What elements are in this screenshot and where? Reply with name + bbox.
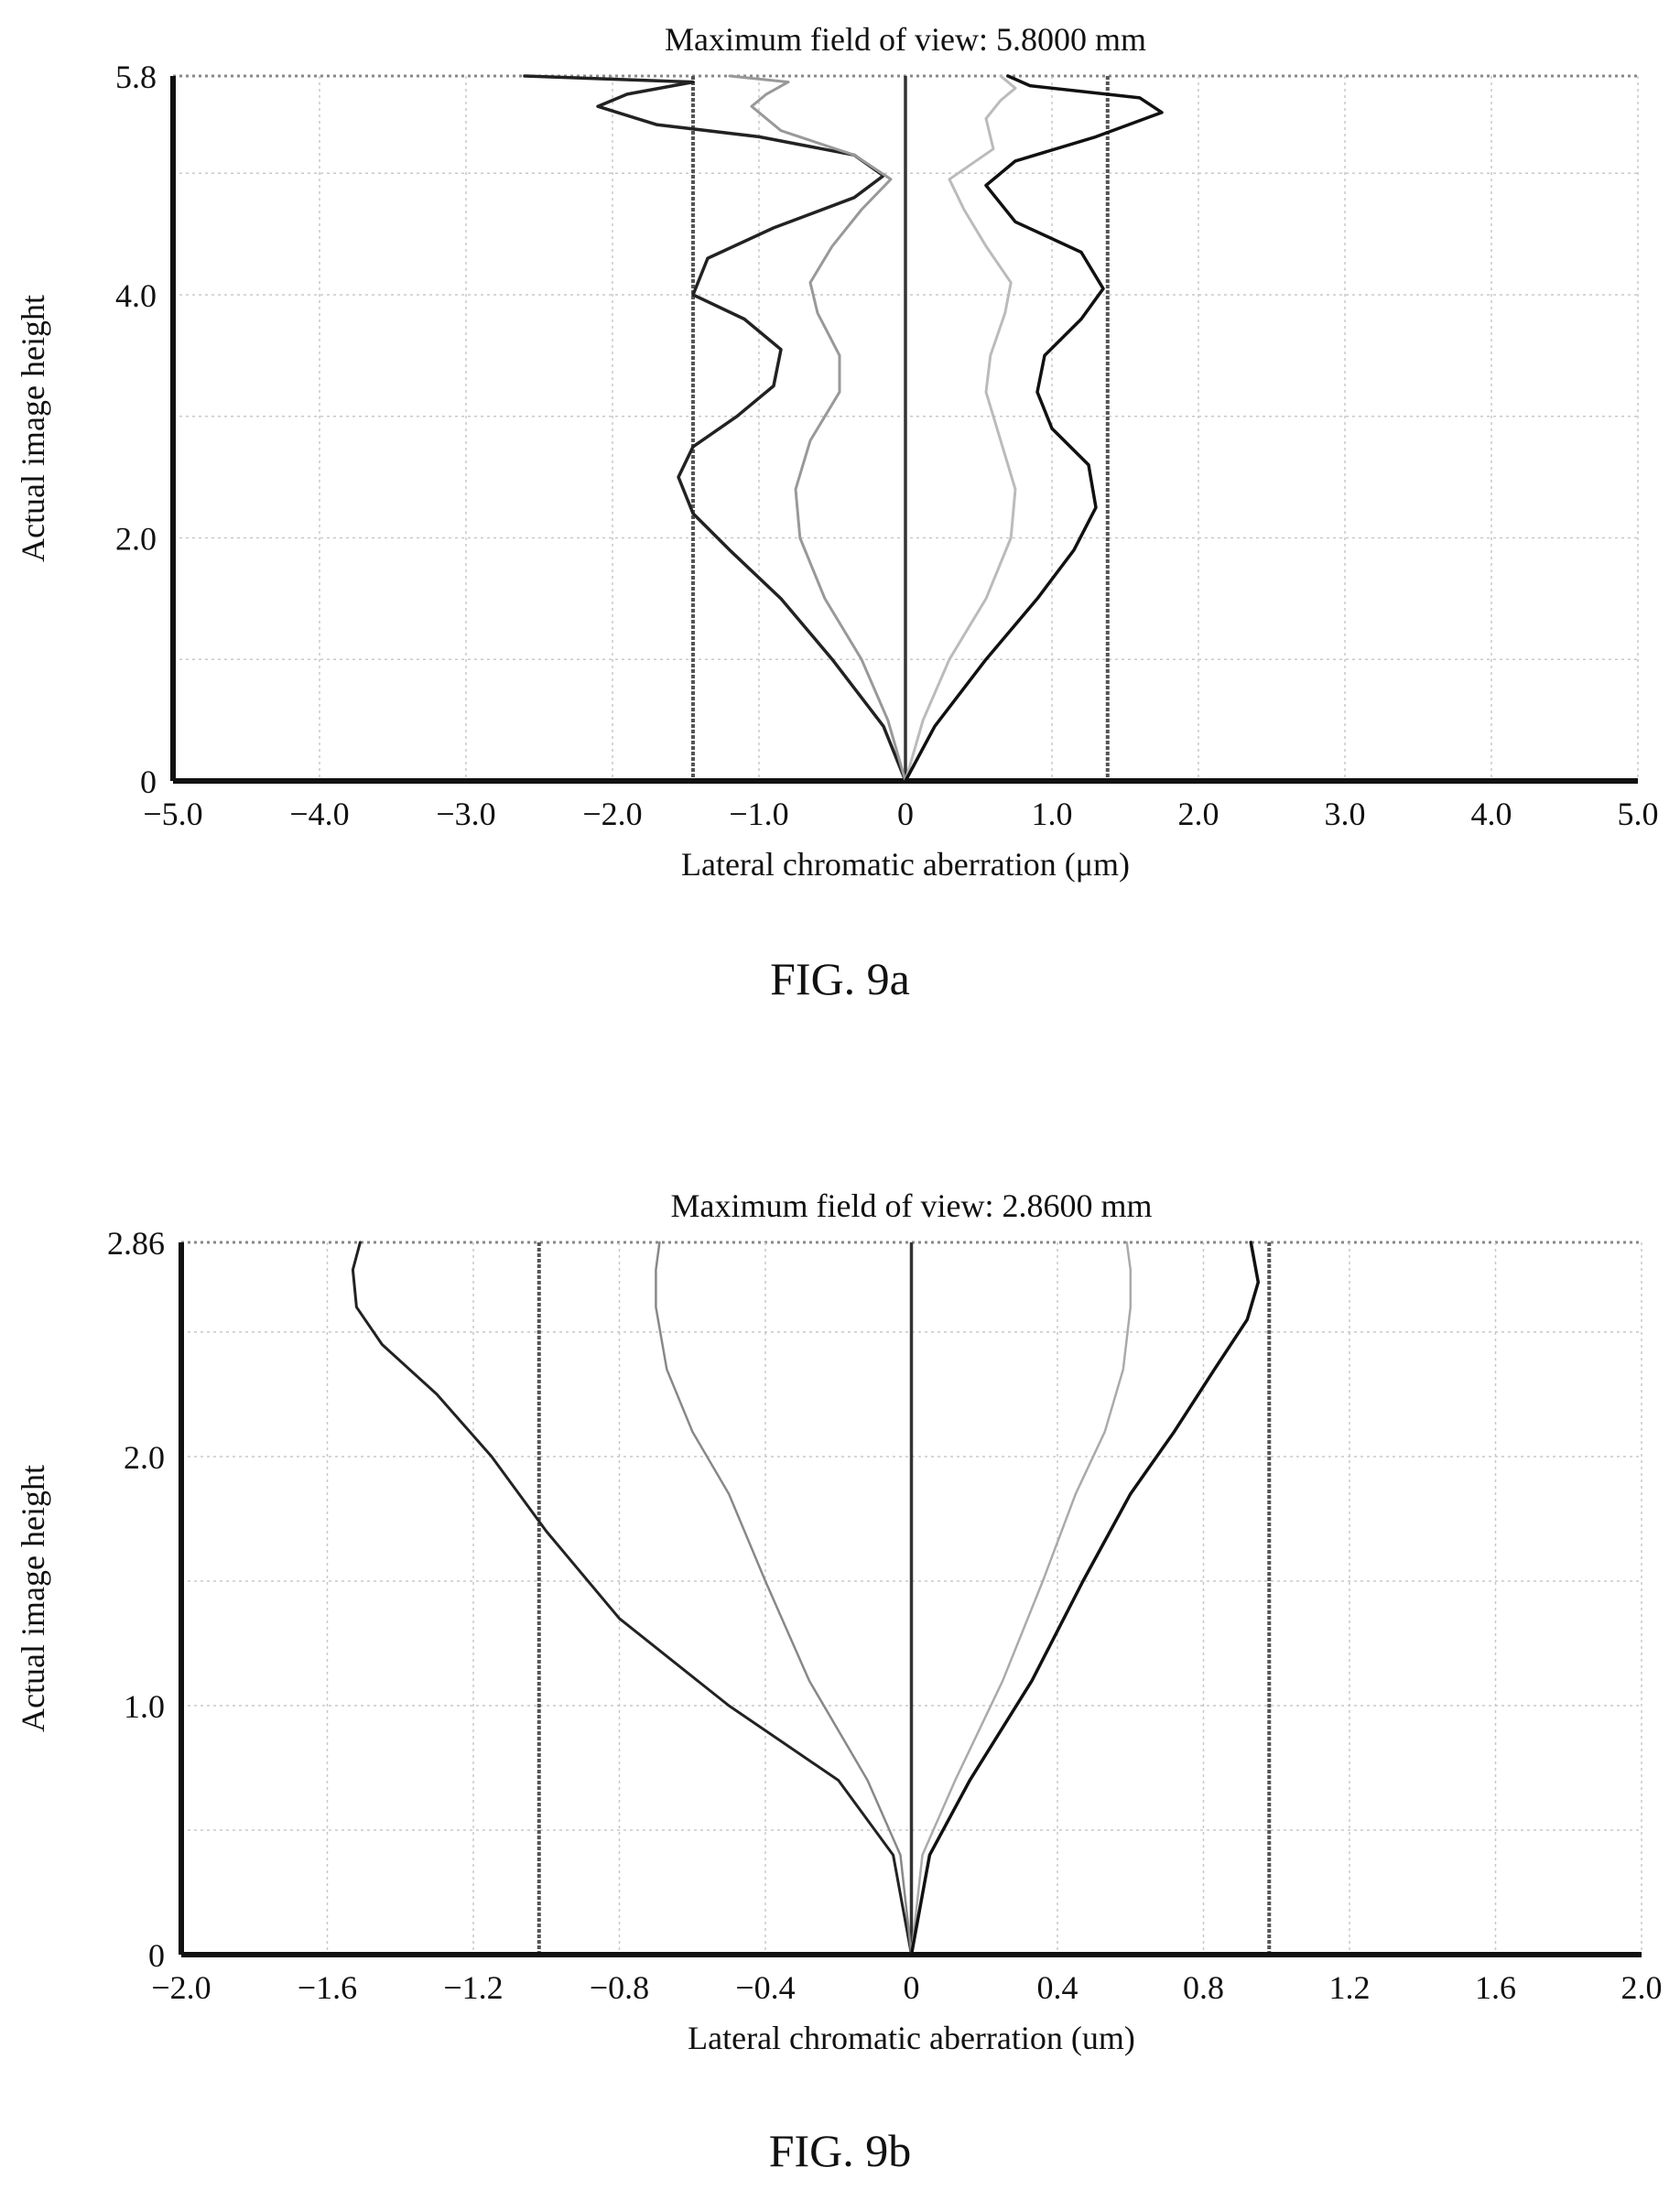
x-tick-label: −0.4 bbox=[735, 1969, 795, 2006]
chart-title: Maximum field of view: 5.8000 mm bbox=[665, 21, 1146, 58]
y-tick-label: 2.0 bbox=[124, 1439, 165, 1476]
series-line-1 bbox=[351, 1241, 913, 1956]
x-tick-label: 5.0 bbox=[1618, 796, 1659, 832]
y-tick-label: 4.0 bbox=[115, 277, 157, 314]
x-tick-label: 2.0 bbox=[1621, 1969, 1663, 2006]
x-tick-label: 1.6 bbox=[1475, 1969, 1516, 2006]
series-line-2 bbox=[728, 74, 907, 783]
chart-title: Maximum field of view: 2.8600 mm bbox=[671, 1187, 1153, 1224]
x-tick-label: −4.0 bbox=[289, 796, 349, 832]
y-tick-label: 0 bbox=[148, 1937, 165, 1974]
x-tick-label: 4.0 bbox=[1471, 796, 1512, 832]
x-tick-label: −2.0 bbox=[151, 1969, 211, 2006]
y-tick-label: 2.0 bbox=[115, 520, 157, 557]
x-tick-label: 0.4 bbox=[1037, 1969, 1078, 2006]
x-tick-label: 0 bbox=[904, 1969, 920, 2006]
x-tick-label: 3.0 bbox=[1325, 796, 1366, 832]
y-axis-label: Actual image height bbox=[15, 295, 51, 562]
x-tick-label: 2.0 bbox=[1178, 796, 1219, 832]
series-line-2 bbox=[655, 1241, 913, 1956]
x-tick-label: −1.2 bbox=[443, 1969, 503, 2006]
x-tick-label: 0.8 bbox=[1183, 1969, 1224, 2006]
y-tick-label: 5.8 bbox=[115, 59, 157, 95]
x-tick-label: −1.0 bbox=[729, 796, 788, 832]
chart-9a: −5.0 −4.0 −3.0 −2.0 −1.0 0 1.0 2.0 3.0 4.0 5.0 0 2.0… bbox=[15, 21, 1659, 883]
series-line-1 bbox=[523, 74, 907, 783]
series-line-4 bbox=[904, 74, 1164, 783]
x-axis-label: Lateral chromatic aberration (um) bbox=[688, 2020, 1135, 2056]
x-tick-label: −1.6 bbox=[298, 1969, 357, 2006]
y-tick-label: 2.86 bbox=[107, 1225, 165, 1262]
x-tick-label: 1.0 bbox=[1032, 796, 1073, 832]
x-tick-label: −3.0 bbox=[436, 796, 495, 832]
chart-9b: −2.0 −1.6 −1.2 −0.8 −0.4 0 0.4 0.8 1.2 1.6 2.0 0 1.0… bbox=[15, 1187, 1663, 2056]
x-axis-label: Lateral chromatic aberration (μm) bbox=[681, 846, 1130, 883]
x-tick-label: 1.2 bbox=[1329, 1969, 1371, 2006]
series-line-3 bbox=[910, 1241, 1133, 1956]
y-axis-label: Actual image height bbox=[15, 1465, 51, 1732]
x-tick-label: −2.0 bbox=[582, 796, 642, 832]
figure-caption-9a: FIG. 9a bbox=[770, 953, 910, 1004]
y-tick-label: 0 bbox=[140, 764, 157, 800]
x-tick-label: −0.8 bbox=[590, 1969, 649, 2006]
y-tick-label: 1.0 bbox=[124, 1688, 165, 1725]
x-tick-label: −5.0 bbox=[143, 796, 202, 832]
series-line-3 bbox=[904, 74, 1017, 783]
x-tick-label: 0 bbox=[897, 796, 914, 832]
figure-caption-9b: FIG. 9b bbox=[768, 2125, 912, 2176]
series-line-4 bbox=[909, 1241, 1261, 1956]
